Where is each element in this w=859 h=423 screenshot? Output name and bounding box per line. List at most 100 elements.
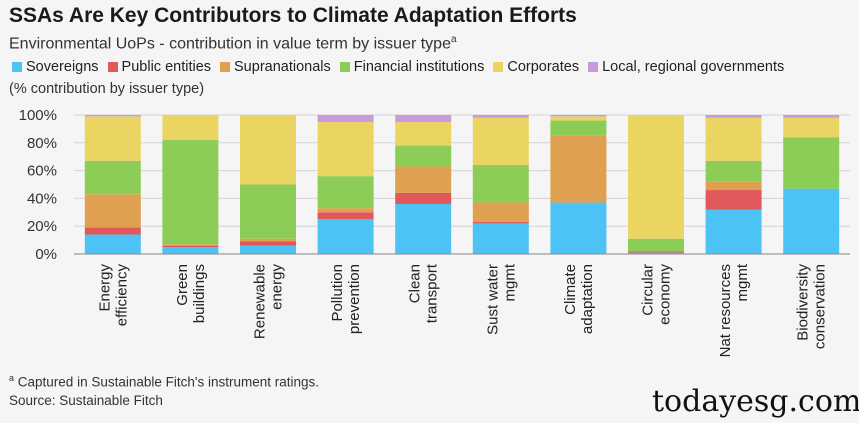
x-category-label: Biodiversity [795,264,812,341]
bar-segment [395,115,452,122]
x-category-label: Energy [96,264,113,312]
x-category-label: adaptation [579,264,596,334]
bar-segment [705,115,762,118]
footnote-text: Captured in Sustainable Fitch's instrume… [17,374,320,390]
legend-swatch [588,62,599,72]
subtitle-text: Environmental UoPs - contribution in val… [9,35,451,53]
bar-segment [472,115,529,118]
chart-legend: Sovereigns Public entities Supranationals F… [12,59,784,75]
y-tick-label: 80% [27,135,57,152]
legend-item: Supranationals [220,59,331,75]
x-category-label: buildings [191,264,208,323]
bar-segment [783,117,840,138]
bar-segment [395,166,452,193]
x-category-label: Sust water [484,264,501,335]
legend-swatch [220,62,231,72]
bar-segment [162,244,219,246]
bar-segment [84,116,141,161]
legend-label: Sovereigns [26,59,99,75]
bar-segment [472,223,529,254]
bar-segment [317,219,374,254]
stacked-bar-chart: 0% 20% 40% 60% 80% 100% Energy efficiency Green b… [19,107,850,357]
bar-segment [705,117,762,161]
bar-segment [628,115,684,239]
legend-item: Local, regional governments [588,59,784,75]
y-tick-label: 100% [19,107,57,124]
x-category-label: Renewable [252,264,269,339]
legend-item: Financial institutions [339,59,484,75]
legend-swatch [107,62,118,72]
subtitle-footnote-mark: a [450,34,457,45]
legend-item: Corporates [493,59,579,75]
bar-segment [317,208,374,213]
bar-segment [84,160,141,195]
legend-item: Sovereigns [12,59,99,75]
bar-segment [628,251,684,253]
bar-segment [472,117,529,166]
bar-segment [705,190,762,210]
x-category-label: efficiency [113,264,130,327]
x-category-label: mgmt [734,263,751,301]
y-tick-label: 0% [35,246,57,263]
bar-segment [550,120,607,136]
x-category-label: Circular [640,264,657,316]
bar-segment [705,160,762,182]
bar-segment [162,115,219,141]
legend-label: Supranationals [234,59,331,75]
legend-label: Local, regional governments [602,59,785,75]
bar-segment [705,181,762,191]
x-category-label: mgmt [501,263,518,301]
bar-segment [162,245,219,248]
y-tick-label: 20% [27,218,57,235]
bar-segment [317,115,374,122]
bar-segment [472,202,529,223]
watermark: todayesg.com [652,384,859,419]
x-category-label: Green [174,264,191,306]
bar-segment [550,115,607,117]
bar-segment [395,203,452,254]
bar-segment [84,194,141,228]
x-category-label: prevention [346,264,363,334]
x-category-label: Nat resources [717,264,734,357]
bar-segment [240,238,296,242]
bar-segment [240,184,296,239]
bar-segment [705,209,762,254]
bar-segment [550,135,607,203]
bar-segment [84,115,141,117]
bar-segment [395,121,452,146]
bar-segment [550,116,607,121]
x-category-label: Clean [407,264,424,303]
x-category-label: Climate [562,264,579,315]
legend-item: Public entities [107,59,212,75]
bar-segment [550,202,607,254]
bar-segment [395,192,452,204]
legend-label: Public entities [121,59,212,75]
bar-segment [84,234,141,254]
bar-segment [162,247,219,254]
source-note: Source: Sustainable Fitch [9,393,163,408]
bar-segment [317,212,374,220]
legend-swatch [339,62,350,72]
legend-label: Corporates [507,59,580,75]
chart-title: SSAs Are Key Contributors to Climate Ada… [9,4,577,27]
x-category-label: energy [269,264,286,310]
footnote: a Captured in Sustainable Fitch's instru… [9,373,319,390]
bar-segment [162,140,219,245]
bar-segment [783,188,840,254]
bar-segment [317,121,374,177]
bar-segment [628,252,684,254]
bar-segment [472,165,529,203]
x-category-label: economy [657,264,674,325]
x-category-label: conservation [812,264,829,349]
legend-swatch [12,62,22,72]
x-category-label: transport [424,263,441,323]
bar-segment [395,145,452,167]
y-tick-label: 40% [27,190,57,207]
footnote-mark: a [9,373,15,383]
unit-note: (% contribution by issuer type) [9,81,205,97]
bar-segment [317,176,374,209]
bar-segment [240,245,296,254]
chart-subtitle: Environmental UoPs - contribution in val… [9,34,457,53]
bar-segment [84,227,141,235]
bar-segment [783,115,840,118]
